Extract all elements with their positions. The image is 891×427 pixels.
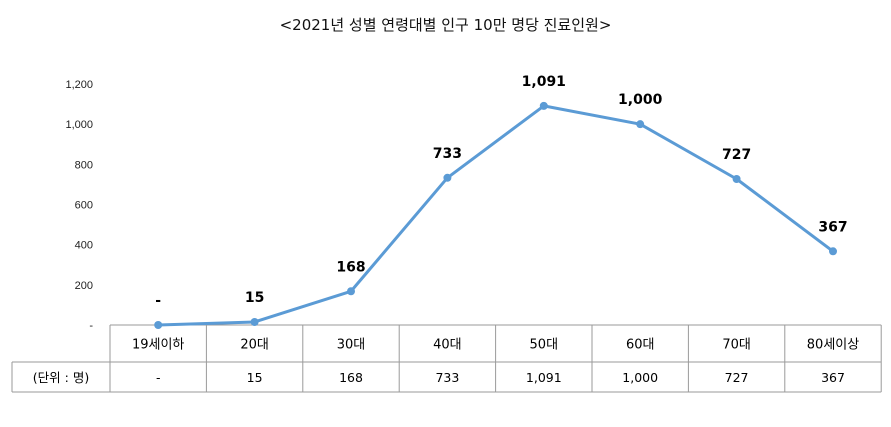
table-cell: 1,091 [526,370,562,385]
table-cell: 727 [725,370,749,385]
data-point [443,173,452,182]
data-table: 19세이하 20대 30대 40대 50대 60대 70대 80세이상 (단위 : 명) - 15 1… [11,324,882,393]
series-line [154,101,837,329]
category-label: 50대 [530,338,559,353]
series-line-path [156,104,835,327]
category-label: 19세이하 [132,338,184,353]
y-axis: - 200 400 600 800 1,000 1,200 [65,79,93,332]
data-point [250,317,259,326]
data-point [829,247,837,256]
chart-title: <2021년 성별 연령대별 인구 10만 명당 진료인원> [279,16,612,34]
data-label: 168 [336,259,365,275]
category-label: 60대 [626,338,655,353]
table-cell: 168 [339,370,363,385]
data-point [732,174,741,183]
data-label: 733 [433,146,462,162]
category-label: 80세이상 [807,338,859,353]
y-tick-label: 400 [75,240,93,252]
category-label: 20대 [240,338,269,353]
table-row-label: (단위 : 명) [33,370,89,385]
table-cell: 367 [821,370,845,385]
data-label: 367 [818,219,847,235]
y-tick-label: 1,200 [65,79,93,91]
data-label: 1,000 [618,92,663,108]
data-point [636,120,645,129]
table-cell: - [156,370,161,385]
data-point [347,287,355,296]
data-label: 727 [722,147,751,163]
category-label: 40대 [433,338,462,353]
y-tick-label: 800 [75,159,93,171]
category-label: 30대 [337,338,366,353]
table-cell: 733 [435,370,459,385]
category-label: 70대 [722,338,751,353]
y-tick-label: 1,000 [65,119,93,131]
data-labels: - 15 168 733 1,091 1,000 727 367 [155,74,847,309]
y-tick-label: 200 [75,280,93,292]
data-label: 15 [245,290,264,306]
data-point [154,321,163,329]
data-label: - [155,293,161,309]
table-cell: 15 [247,370,263,385]
data-point [539,101,548,110]
table-cell: 1,000 [622,370,658,385]
y-tick-label: 600 [75,200,93,212]
y-tick-label: - [89,320,93,332]
data-label: 1,091 [522,74,566,90]
